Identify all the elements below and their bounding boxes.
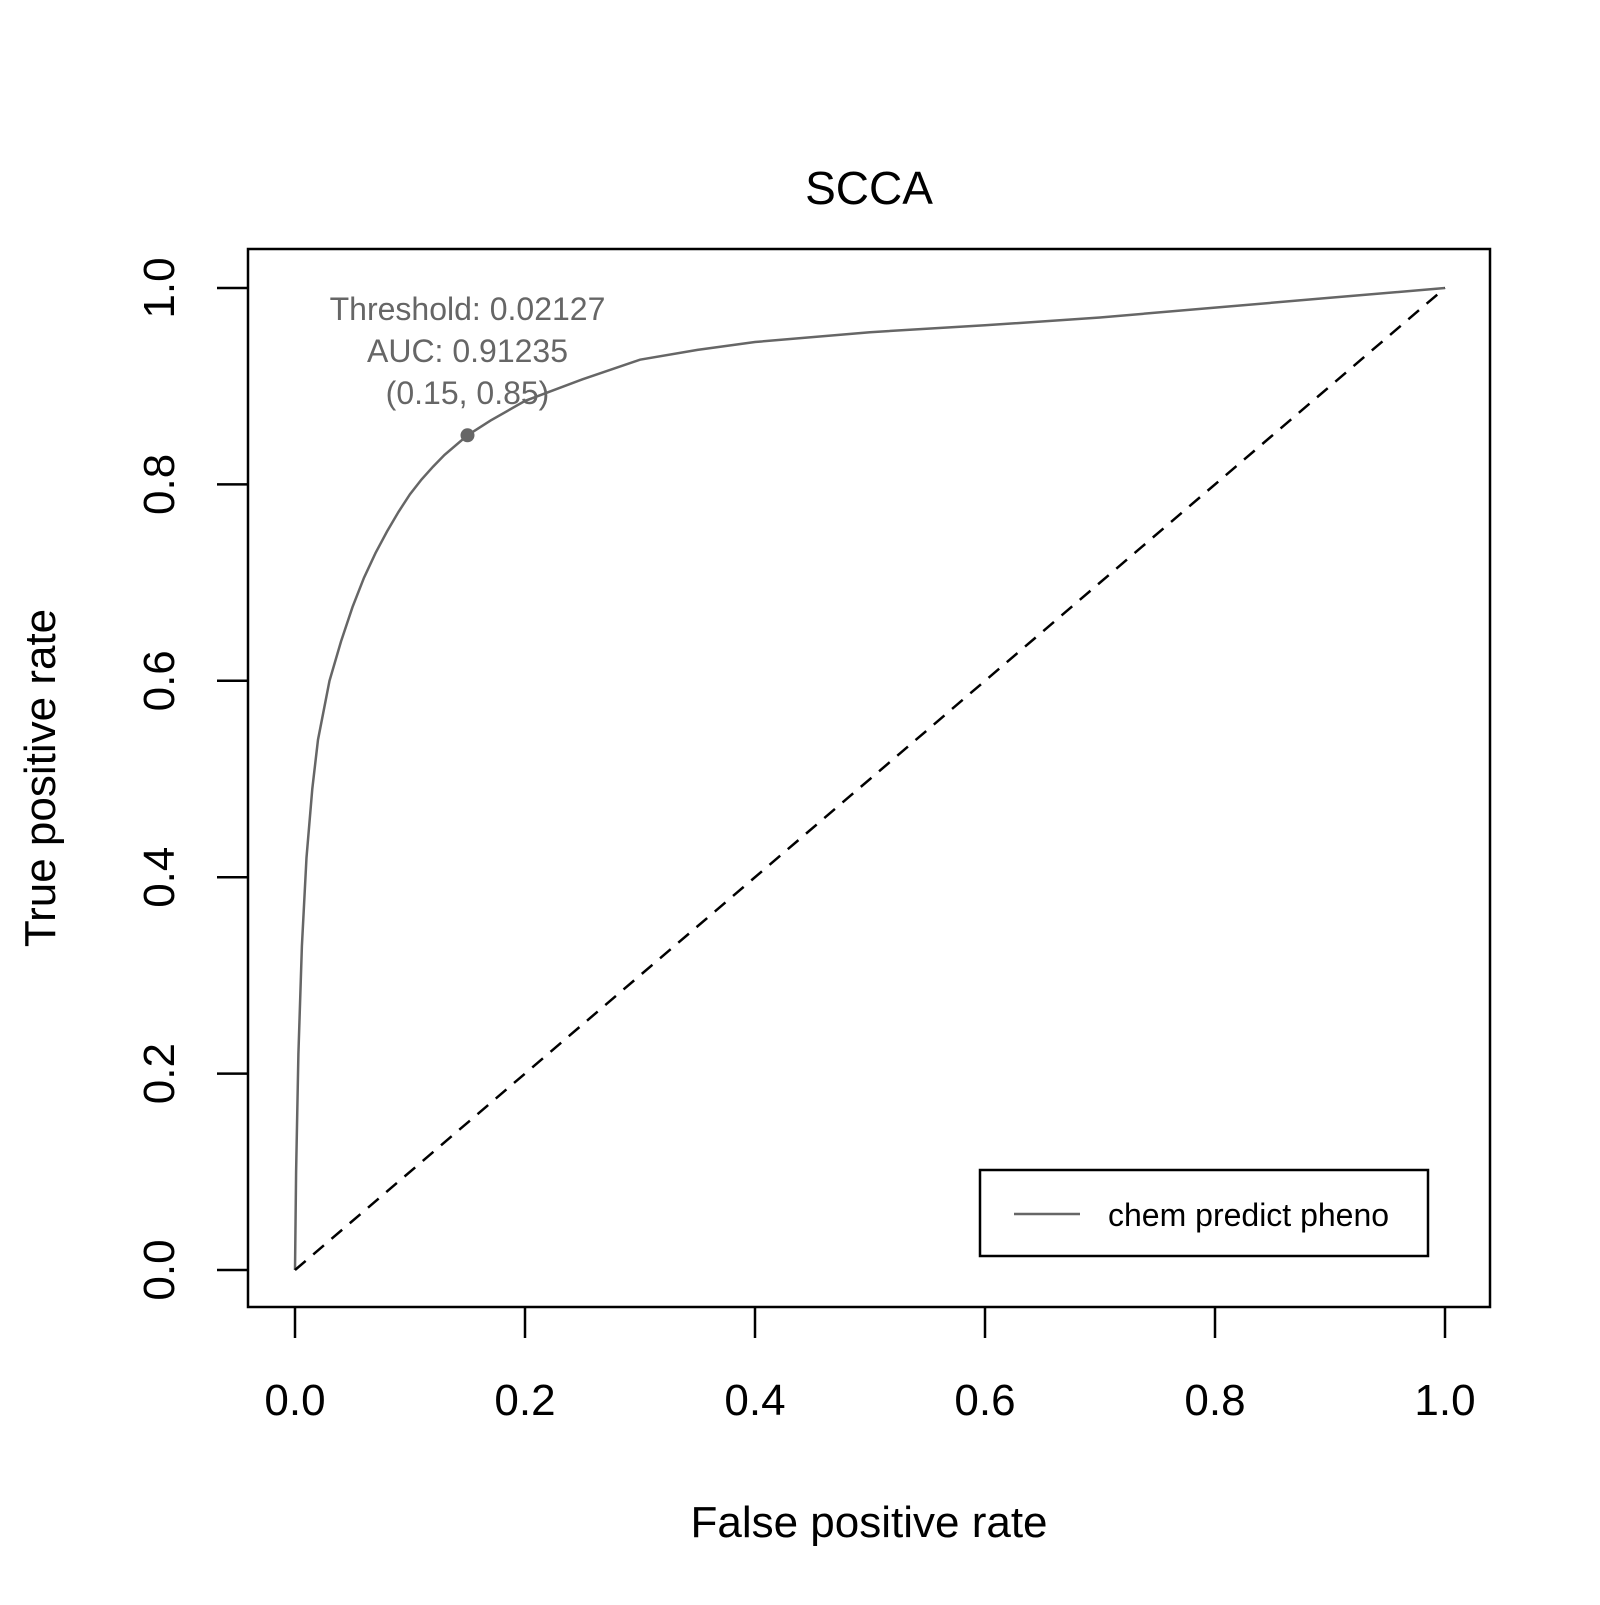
y-tick-label: 0.0 bbox=[135, 1239, 184, 1300]
x-axis-ticks: 0.0 0.2 0.4 0.6 0.8 1.0 bbox=[264, 1307, 1476, 1425]
x-tick-label: 0.6 bbox=[954, 1376, 1015, 1425]
y-tick-label: 0.8 bbox=[135, 454, 184, 515]
y-tick-label: 0.4 bbox=[135, 847, 184, 908]
y-tick-label: 0.2 bbox=[135, 1043, 184, 1104]
plot-frame bbox=[246, 247, 1492, 1309]
x-tick-label: 0.0 bbox=[264, 1376, 325, 1425]
chart-title: SCCA bbox=[805, 162, 933, 214]
y-tick-label: 1.0 bbox=[135, 257, 184, 318]
diagonal-reference-line bbox=[294, 287, 1446, 1271]
y-axis-title: True positive rate bbox=[16, 609, 65, 947]
x-tick-label: 1.0 bbox=[1414, 1376, 1475, 1425]
y-tick-label: 0.6 bbox=[135, 650, 184, 711]
threshold-annotation-line: Threshold: 0.02127 bbox=[330, 291, 606, 327]
x-tick-label: 0.4 bbox=[724, 1376, 785, 1425]
legend-label: chem predict pheno bbox=[1108, 1197, 1389, 1233]
y-axis-ticks: 0.0 0.2 0.4 0.6 0.8 1.0 bbox=[135, 257, 248, 1301]
threshold-annotation-line: (0.15, 0.85) bbox=[386, 375, 550, 411]
threshold-annotation-line: AUC: 0.91235 bbox=[367, 333, 568, 369]
series-layer bbox=[293, 286, 1446, 1271]
legend: chem predict pheno bbox=[978, 1168, 1430, 1258]
x-axis-title: False positive rate bbox=[690, 1498, 1047, 1547]
x-tick-label: 0.2 bbox=[494, 1376, 555, 1425]
annotation-layer: Threshold: 0.02127 AUC: 0.91235 (0.15, 0.8… bbox=[330, 291, 606, 443]
x-tick-label: 0.8 bbox=[1184, 1376, 1245, 1425]
threshold-point bbox=[460, 428, 475, 443]
roc-curve-line bbox=[293, 286, 1446, 1271]
